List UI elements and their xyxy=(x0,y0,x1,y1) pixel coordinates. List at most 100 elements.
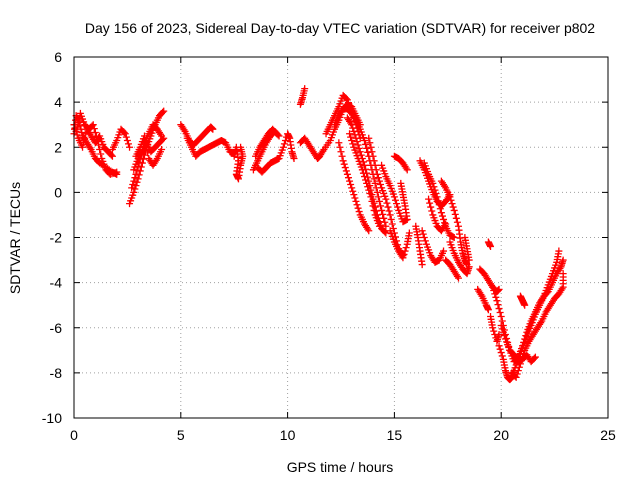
data-point xyxy=(133,178,141,186)
data-point xyxy=(377,180,385,188)
data-point xyxy=(401,247,409,255)
data-point xyxy=(132,182,140,190)
data-point xyxy=(393,200,401,208)
data-point xyxy=(77,125,85,133)
data-point xyxy=(352,197,360,205)
data-point xyxy=(336,143,344,151)
data-point xyxy=(512,373,520,381)
data-point xyxy=(440,215,448,223)
data-point xyxy=(440,247,448,255)
data-point xyxy=(435,201,443,209)
data-point xyxy=(349,124,357,132)
data-point xyxy=(365,227,373,235)
data-point xyxy=(427,203,435,211)
x-tick-label: 20 xyxy=(493,427,509,443)
data-point xyxy=(237,143,245,151)
data-point xyxy=(301,85,309,93)
data-point xyxy=(366,139,374,147)
data-point xyxy=(495,285,503,293)
data-point xyxy=(360,136,368,144)
data-point xyxy=(160,107,168,115)
data-point xyxy=(350,191,358,199)
data-point xyxy=(343,170,351,178)
data-point xyxy=(497,349,505,357)
data-point xyxy=(120,129,128,137)
data-point xyxy=(400,250,408,258)
data-point xyxy=(365,134,373,142)
data-point xyxy=(484,306,492,314)
data-point xyxy=(382,195,390,203)
data-point xyxy=(487,243,495,251)
data-point xyxy=(351,131,359,139)
data-point xyxy=(362,176,370,184)
data-point xyxy=(446,193,454,201)
data-point xyxy=(386,211,394,219)
y-axis-label: SDTVAR / TECUs xyxy=(7,182,23,294)
data-point xyxy=(272,129,280,137)
data-point xyxy=(356,148,364,156)
data-point xyxy=(358,166,366,174)
data-point xyxy=(359,169,367,177)
data-point xyxy=(354,204,362,212)
data-point xyxy=(134,175,142,183)
y-tick-label: 2 xyxy=(54,139,62,155)
data-point xyxy=(347,133,355,141)
data-point xyxy=(399,254,407,262)
data-point xyxy=(381,228,389,236)
data-point xyxy=(515,363,523,371)
data-point xyxy=(80,139,88,147)
data-point xyxy=(490,327,498,335)
data-point xyxy=(405,229,413,237)
data-point xyxy=(124,140,132,148)
data-point xyxy=(451,210,459,218)
data-point xyxy=(91,129,99,137)
x-axis-label: GPS time / hours xyxy=(287,459,394,475)
data-point xyxy=(338,152,346,160)
plot-frame xyxy=(73,56,609,419)
data-point xyxy=(431,186,439,194)
data-point xyxy=(370,157,378,165)
data-point xyxy=(369,202,377,210)
data-point xyxy=(366,190,374,198)
data-point xyxy=(370,206,378,214)
chart-title: Day 156 of 2023, Sidereal Day-to-day VTE… xyxy=(85,20,595,36)
data-point xyxy=(73,123,81,131)
x-tick-label: 25 xyxy=(600,427,616,443)
data-point xyxy=(418,227,426,235)
data-point xyxy=(339,157,347,165)
data-point xyxy=(347,180,355,188)
data-point xyxy=(454,274,462,282)
data-point xyxy=(121,130,129,138)
data-point xyxy=(489,283,497,291)
data-point xyxy=(344,174,352,182)
data-point xyxy=(97,150,105,158)
data-point xyxy=(79,143,87,151)
data-point xyxy=(448,200,456,208)
data-point xyxy=(335,139,343,147)
data-point xyxy=(353,138,361,146)
data-point xyxy=(387,215,395,223)
data-point xyxy=(385,207,393,215)
y-tick-label: 6 xyxy=(54,49,62,65)
axis-ticks: 0 5 10 15 20 25 -10 -8 -6 -4 -2 0 2 4 6 xyxy=(42,49,616,443)
data-point xyxy=(419,230,427,238)
data-point xyxy=(499,328,507,336)
data-point xyxy=(89,121,97,129)
y-tick-label: 4 xyxy=(54,94,62,110)
data-point xyxy=(159,135,167,143)
data-point xyxy=(490,287,498,295)
data-point xyxy=(123,136,131,144)
data-point xyxy=(360,173,368,181)
data-point xyxy=(354,141,362,149)
data-point xyxy=(93,136,101,144)
data-point xyxy=(559,256,567,264)
data-point xyxy=(377,202,385,210)
data-point xyxy=(388,220,396,228)
data-point xyxy=(353,201,361,209)
data-point xyxy=(113,168,121,176)
data-point xyxy=(494,301,502,309)
data-point xyxy=(530,354,538,362)
data-point xyxy=(373,188,381,196)
data-point xyxy=(340,160,348,168)
